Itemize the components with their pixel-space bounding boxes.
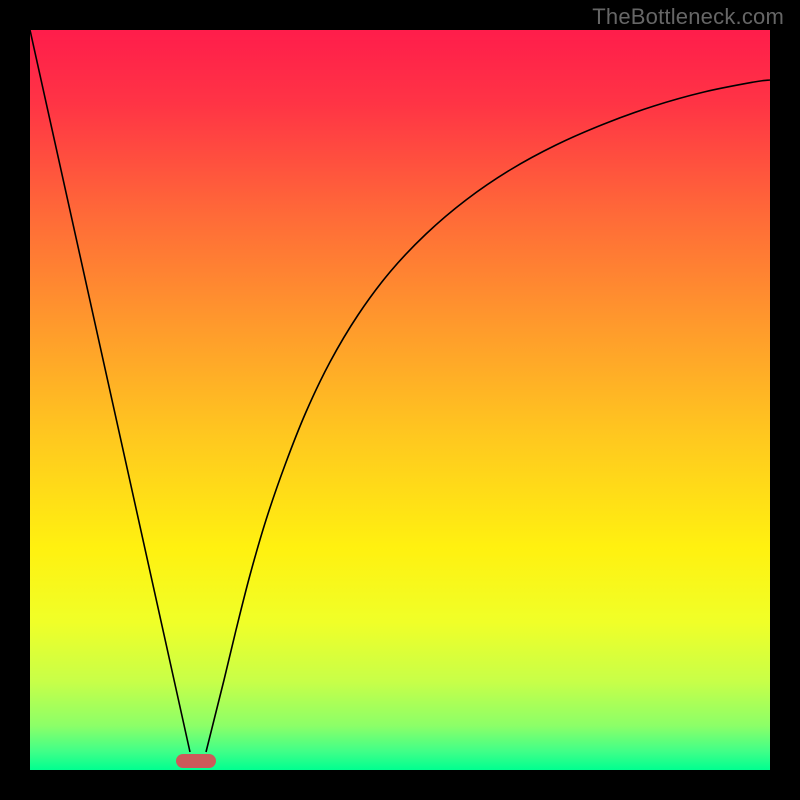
optimum-marker bbox=[176, 754, 216, 768]
bottleneck-chart bbox=[0, 0, 800, 800]
plot-gradient-background bbox=[30, 30, 770, 770]
watermark-text: TheBottleneck.com bbox=[592, 4, 784, 30]
